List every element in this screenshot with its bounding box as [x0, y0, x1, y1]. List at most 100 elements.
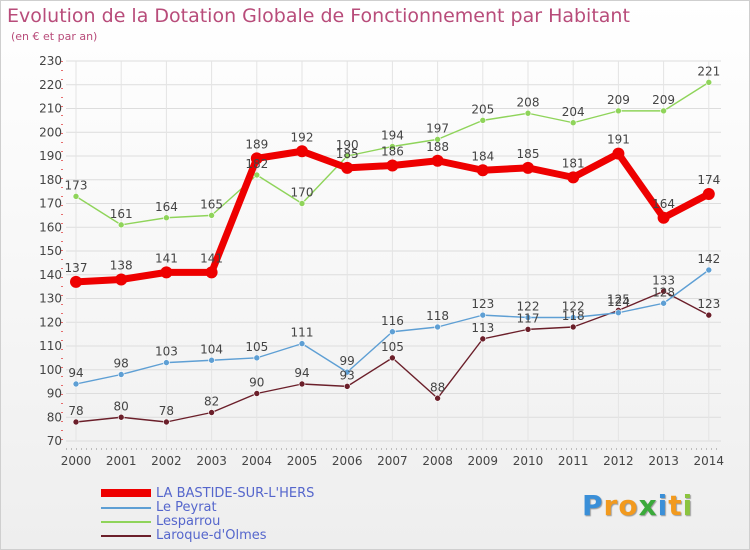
legend-label: Lesparrou — [156, 514, 221, 529]
data-point — [343, 152, 351, 160]
y-tick-label: 90 — [47, 387, 62, 401]
legend-item: LA BASTIDE-SUR-L'HERS — [101, 486, 341, 501]
data-point — [612, 147, 625, 160]
legend-label: Le Peyrat — [156, 500, 217, 515]
data-point — [434, 394, 441, 402]
data-label: 209 — [607, 93, 630, 107]
data-label: 185 — [336, 147, 359, 161]
data-label: 161 — [110, 207, 133, 221]
data-point — [476, 164, 489, 177]
data-label: 116 — [381, 314, 404, 328]
y-tick-label: 140 — [39, 268, 62, 282]
y-tick-label: 110 — [39, 339, 62, 353]
y-tick-label: 190 — [39, 149, 62, 163]
data-label: 137 — [65, 261, 88, 275]
data-point — [163, 214, 170, 222]
data-point — [115, 273, 128, 286]
data-point — [657, 211, 670, 224]
data-label: 188 — [426, 140, 449, 154]
data-label: 128 — [652, 285, 675, 299]
data-point — [298, 200, 306, 207]
data-point — [72, 193, 80, 200]
data-point — [434, 136, 441, 143]
chart-title: Evolution de la Dotation Globale de Fonc… — [7, 5, 630, 27]
x-tick-label: 2009 — [468, 454, 499, 468]
y-tick-label: 220 — [39, 78, 62, 92]
data-label: 90 — [249, 376, 264, 390]
x-tick-label: 2006 — [332, 454, 363, 468]
legend-swatch — [101, 521, 151, 523]
data-label: 138 — [110, 259, 133, 273]
data-point — [298, 340, 306, 347]
y-tick-label: 80 — [47, 410, 62, 424]
data-label: 82 — [204, 395, 219, 409]
data-point — [163, 418, 170, 426]
data-point — [389, 328, 396, 336]
x-tick-label: 2014 — [694, 454, 725, 468]
data-point — [386, 159, 399, 172]
y-tick-label: 200 — [39, 125, 62, 139]
y-tick-label: 70 — [47, 434, 62, 448]
y-tick-label: 230 — [39, 54, 62, 68]
x-tick-label: 2001 — [106, 454, 137, 468]
data-label: 208 — [517, 95, 540, 109]
data-point — [569, 314, 577, 321]
x-tick-label: 2000 — [61, 454, 92, 468]
logo-letter: o — [618, 489, 639, 522]
x-tick-label: 2012 — [603, 454, 634, 468]
data-point — [434, 323, 441, 331]
data-point — [479, 311, 487, 319]
data-point — [208, 356, 215, 364]
legend-item: Le Peyrat — [101, 500, 341, 515]
data-point — [389, 354, 396, 362]
logo-letter: x — [638, 489, 658, 522]
data-label: 164 — [155, 200, 178, 214]
legend: LA BASTIDE-SUR-L'HERS Le Peyrat Lesparrou L… — [101, 486, 341, 543]
logo-letter: i — [682, 489, 694, 522]
logo-letter: P — [582, 489, 604, 522]
data-point — [389, 143, 396, 150]
data-label: 99 — [340, 354, 355, 368]
data-point — [160, 266, 173, 279]
data-point — [253, 390, 261, 397]
legend-swatch — [101, 535, 151, 537]
data-point — [705, 311, 713, 319]
data-point — [660, 107, 667, 115]
x-tick-label: 2005 — [287, 454, 318, 468]
data-label: 98 — [114, 357, 129, 371]
y-tick-label: 160 — [39, 220, 62, 234]
data-label: 94 — [294, 366, 309, 380]
data-point — [208, 212, 215, 219]
legend-label: LA BASTIDE-SUR-L'HERS — [156, 486, 315, 501]
data-point — [479, 335, 487, 343]
data-point — [615, 309, 622, 317]
data-label: 186 — [381, 145, 404, 159]
logo-letter: r — [603, 489, 619, 522]
x-tick-label: 2003 — [196, 454, 227, 468]
data-label: 113 — [471, 321, 494, 335]
y-tick-label: 210 — [39, 102, 62, 116]
data-label: 197 — [426, 121, 449, 135]
data-label: 124 — [607, 295, 630, 309]
data-point — [208, 409, 215, 416]
data-label: 165 — [200, 197, 223, 211]
data-label: 194 — [381, 129, 404, 143]
data-label: 142 — [697, 252, 720, 266]
legend-label: Laroque-d'Olmes — [156, 528, 267, 543]
y-tick-label: 180 — [39, 173, 62, 187]
data-label: 192 — [291, 130, 314, 144]
data-label: 182 — [245, 157, 268, 171]
data-point — [524, 109, 532, 117]
data-label: 190 — [336, 138, 359, 152]
legend-item: Laroque-d'Olmes — [101, 528, 341, 543]
x-tick-label: 2010 — [513, 454, 544, 468]
data-point — [205, 266, 218, 279]
data-point — [660, 299, 667, 307]
data-label: 221 — [697, 64, 720, 78]
chart-subtitle: (en € et par an) — [11, 30, 98, 43]
data-label: 133 — [652, 273, 675, 287]
data-label: 78 — [159, 404, 174, 418]
data-point — [117, 413, 125, 421]
data-label: 170 — [291, 186, 314, 200]
